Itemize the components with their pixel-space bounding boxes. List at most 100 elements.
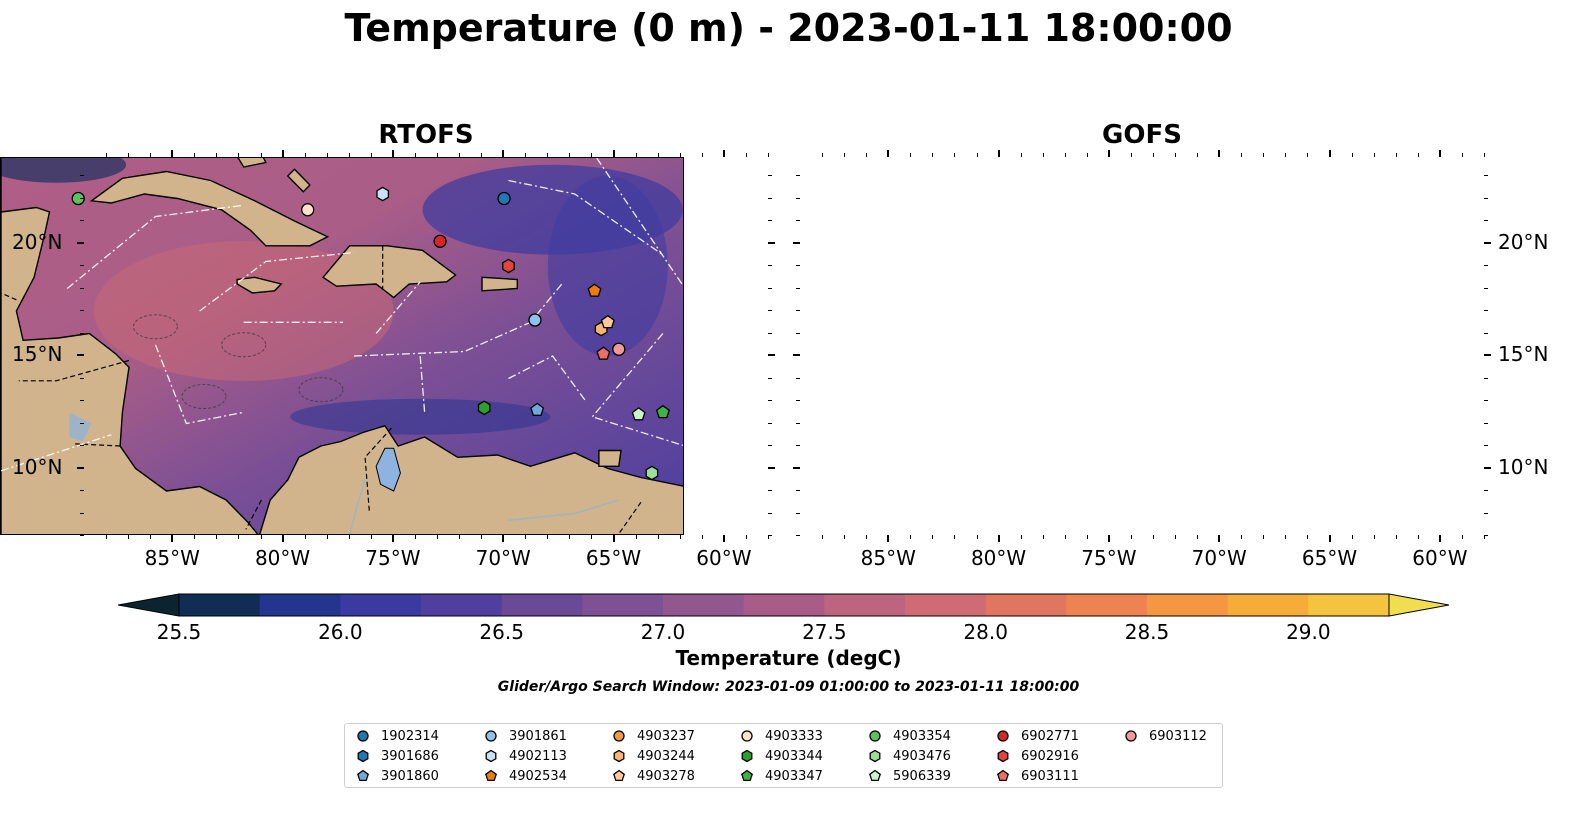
legend-label: 4903244 [637,748,695,764]
lon-tick-label: 70°W [475,546,531,570]
lon-tick-label: 75°W [1081,546,1137,570]
minor-tick [1197,535,1199,539]
minor-tick [768,220,772,221]
legend-marker-1902314 [357,730,369,742]
legend-item: 4903344 [739,746,823,766]
tick-mark [612,150,615,157]
minor-tick [1020,535,1022,539]
colorbar-band [501,594,583,616]
legend-item: 4903333 [739,726,823,746]
minor-tick [80,220,84,221]
colorbar-band [259,594,341,616]
minor-tick [1064,535,1066,539]
minor-tick [1484,153,1485,157]
legend-item: 6903112 [1123,726,1207,746]
legend-label: 4902534 [509,768,567,784]
minor-tick [80,310,84,311]
minor-tick [796,377,800,379]
minor-tick [745,535,747,539]
minor-tick [976,535,978,539]
tick-mark [1328,150,1331,157]
minor-tick [796,400,800,401]
minor-tick [796,445,800,446]
minor-tick [414,535,416,539]
minor-tick [1351,153,1353,157]
minor-tick [635,153,637,157]
tick-mark [1438,535,1441,542]
legend-marker-5906339 [869,769,881,782]
float-marker-6903112 [612,342,626,356]
legend-label: 6902771 [1021,728,1079,744]
legend-marker-4903476 [869,749,881,763]
minor-tick [768,535,769,539]
minor-tick [1484,535,1488,536]
legend-marker-6902771 [997,730,1009,742]
minor-tick [796,422,800,424]
minor-tick [822,153,824,157]
colorbar-band [421,594,503,616]
minor-tick [679,153,681,157]
minor-tick [348,153,350,157]
minor-tick [768,310,772,311]
legend-marker [613,749,625,763]
colorbar-band [905,594,987,616]
colorbar-extend-high [1388,593,1450,617]
minor-tick [796,287,800,289]
minor-tick [954,535,956,539]
minor-tick [1484,197,1488,199]
colorbar-tick-label: 27.0 [640,620,686,644]
tick-mark [1328,535,1331,542]
minor-tick [591,535,593,539]
map-canvas [1,158,683,534]
tick-mark [997,535,1000,542]
panel-title-rtofs: RTOFS [378,120,474,150]
minor-tick [525,153,527,157]
float-marker-4903344 [477,400,491,416]
minor-tick [1417,153,1419,157]
lon-tick-label: 75°W [365,546,421,570]
tick-mark [1484,354,1491,356]
legend-marker [741,730,753,742]
legend-label: 4903333 [765,728,823,744]
legend-marker-4903237 [613,730,625,742]
minor-tick [1484,332,1488,334]
tick-mark [887,150,890,157]
legend-marker [997,730,1009,742]
minor-tick [910,535,912,539]
minor-tick [525,535,527,539]
map-panel-gofs [0,157,684,535]
lon-tick-label: 65°W [1301,546,1358,570]
minor-tick [1484,377,1488,379]
colorbar-band [824,594,906,616]
minor-tick [80,490,84,491]
minor-tick [591,153,593,157]
minor-tick [1153,535,1155,539]
minor-tick [437,535,439,539]
colorbar [117,593,1450,617]
minor-tick [216,535,218,539]
colorbar-band [582,594,664,616]
colorbar-band [743,594,825,616]
legend-marker [741,749,753,763]
legend-item: 6903111 [995,766,1079,786]
minor-tick [80,445,84,446]
minor-tick [1130,153,1132,157]
minor-tick [1086,153,1088,157]
colorbar-band [1147,594,1229,616]
minor-tick [976,153,978,157]
float-marker-3901861 [528,313,542,327]
minor-tick [1042,153,1044,157]
minor-tick [932,153,934,157]
legend-label: 6902916 [1021,748,1079,764]
minor-tick [1484,400,1488,401]
minor-tick [768,153,769,157]
minor-tick [569,153,571,157]
lon-tick-label: 70°W [1191,546,1247,570]
legend-item: 3901861 [483,726,567,746]
colorbar-band [179,594,261,616]
minor-tick [370,153,372,157]
minor-tick [768,287,772,289]
tick-mark [793,241,800,244]
minor-tick [326,153,328,157]
tick-mark [612,535,615,542]
